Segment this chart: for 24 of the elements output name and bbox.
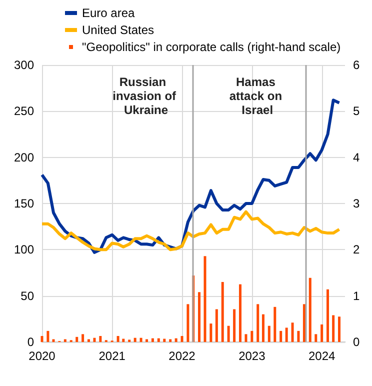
x-tick-label: 2022 xyxy=(168,349,196,363)
y-tick-label: 50 xyxy=(20,288,34,303)
y-tick-label: 200 xyxy=(14,150,34,164)
x-tick-label: 2021 xyxy=(98,349,126,363)
y-tick-label: 250 xyxy=(14,104,34,118)
y2-tick-label: 1 xyxy=(353,288,360,303)
y2-tick-label: 3 xyxy=(353,196,360,210)
x-tick-label: 2024 xyxy=(308,349,336,363)
y-tick-label: 100 xyxy=(14,242,34,257)
legend-label: "Geopolitics" in corporate calls (right-hand scale) xyxy=(82,40,341,54)
legend-label: United States xyxy=(82,23,154,37)
y-tick-label: 300 xyxy=(14,58,34,72)
y2-tick-label: 4 xyxy=(353,150,360,164)
x-tick-label: 2020 xyxy=(28,349,56,363)
x-tick-label: 2023 xyxy=(238,349,266,363)
ref-line-label: Hamas attack on Israel xyxy=(229,75,286,117)
ref-line-label: Russian invasion of Ukraine xyxy=(112,75,178,117)
y2-tick-label: 2 xyxy=(353,242,360,257)
y2-tick-label: 0 xyxy=(353,335,360,349)
legend-label: Euro area xyxy=(82,6,136,20)
y2-tick-label: 5 xyxy=(353,104,360,118)
y-tick-label: 0 xyxy=(27,335,34,349)
y2-tick-label: 6 xyxy=(353,58,360,72)
y-tick-label: 150 xyxy=(14,196,34,210)
